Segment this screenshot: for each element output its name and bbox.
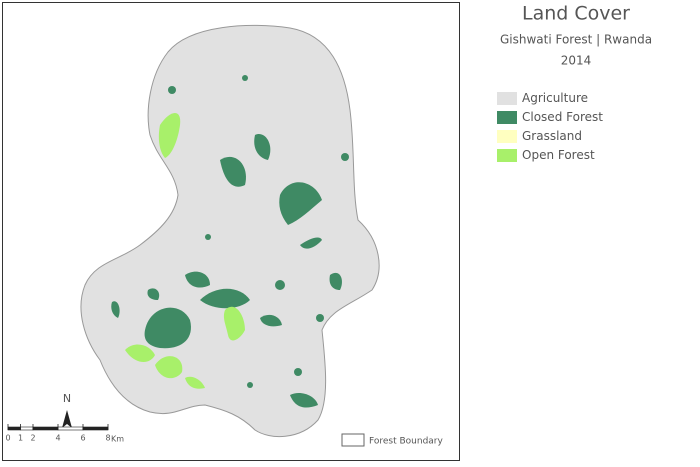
scale-label: 2 [30, 434, 35, 443]
scale-label: 0 [5, 434, 10, 443]
legend-swatch [497, 111, 517, 124]
scale-label: 8 [105, 434, 110, 443]
scale-bar: 0 1 2 4 6 8 Km [5, 424, 124, 444]
legend-swatch [497, 149, 517, 162]
scale-unit: Km [111, 435, 124, 444]
scale-segment [32, 426, 59, 431]
legend-label: Open Forest [522, 148, 595, 162]
map-title: Land Cover [522, 3, 630, 25]
boundary-swatch [341, 433, 365, 447]
scale-segment [7, 426, 21, 431]
north-arrow: N [62, 392, 72, 428]
forest-area [80, 24, 380, 438]
legend-label: Closed Forest [522, 110, 603, 124]
scale-segment [20, 426, 34, 431]
scale-segment [82, 426, 109, 431]
scale-label: 6 [80, 434, 85, 443]
map-year: 2014 [561, 54, 592, 68]
scale-label: 1 [18, 434, 23, 443]
legend-label: Agriculture [522, 91, 588, 105]
scale-segment [57, 426, 84, 431]
map-subtitle: Gishwati Forest | Rwanda [500, 33, 652, 47]
scale-label: 4 [55, 434, 60, 443]
legend-swatch [497, 130, 517, 143]
north-label: N [63, 392, 71, 405]
boundary-legend-label: Forest Boundary [369, 437, 443, 447]
legend: Agriculture Closed Forest Grassland Open Fo… [497, 91, 603, 162]
legend-label: Grassland [522, 129, 582, 143]
legend-swatch [497, 92, 517, 105]
